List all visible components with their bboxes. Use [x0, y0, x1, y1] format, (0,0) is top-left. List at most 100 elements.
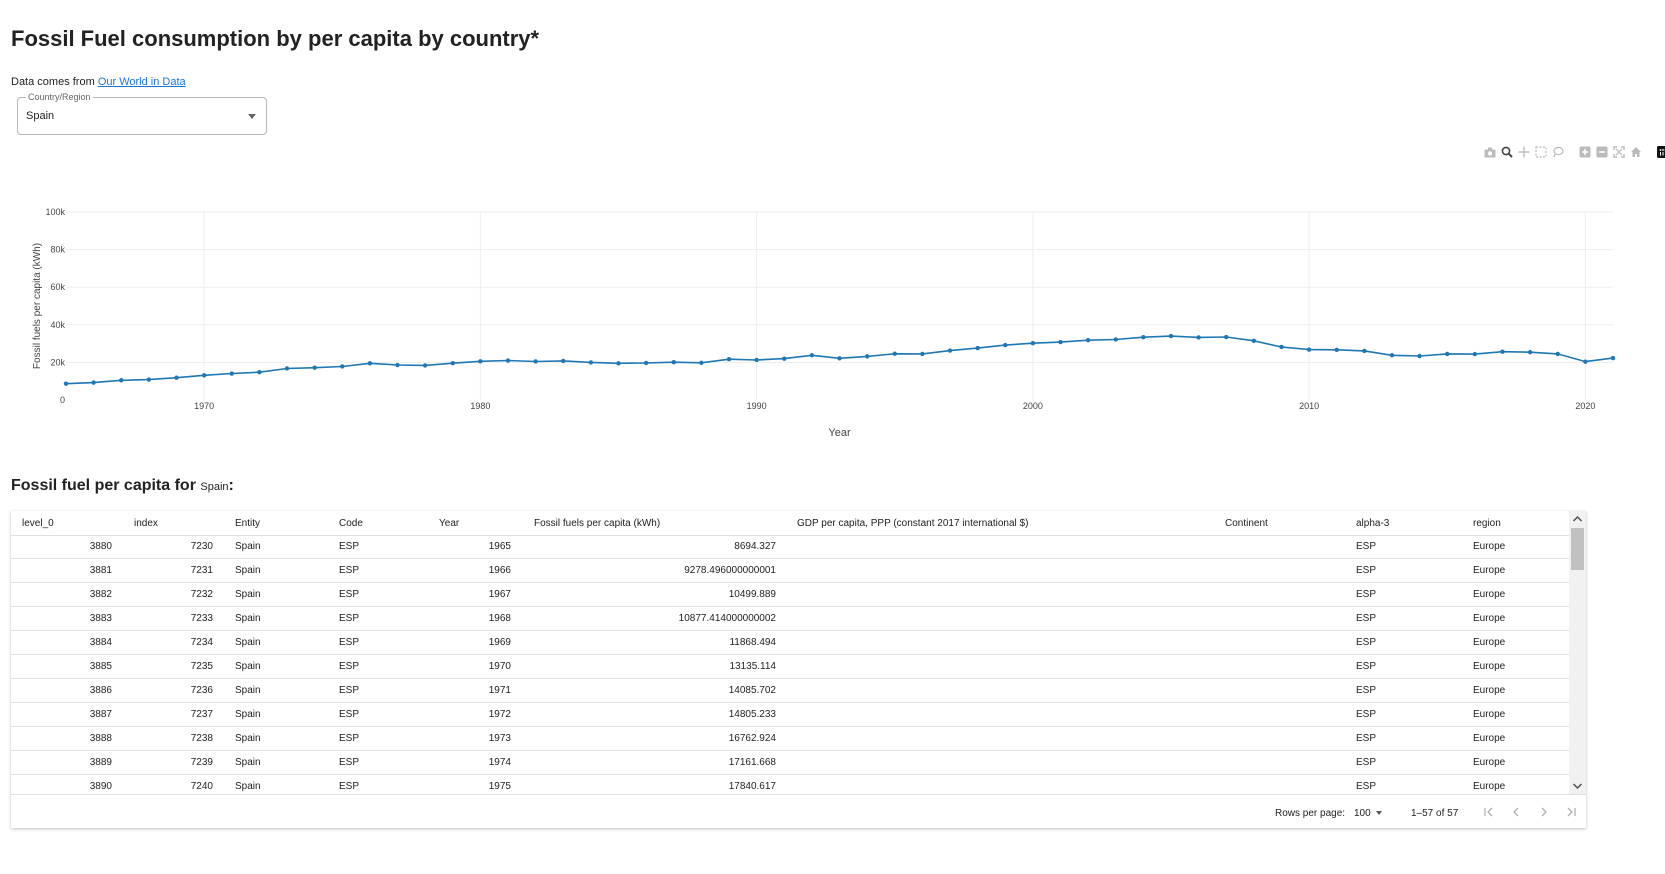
zoom-icon[interactable]: [1500, 146, 1513, 159]
data-point[interactable]: [146, 377, 152, 382]
data-point[interactable]: [1279, 344, 1284, 350]
caret-down-icon[interactable]: [248, 114, 256, 119]
data-point[interactable]: [119, 378, 124, 383]
data-point[interactable]: [947, 348, 953, 353]
table-row[interactable]: 3888 7238 Spain ESP 1973 16762.924 ESP Europe: [11, 727, 1569, 751]
data-point[interactable]: [1334, 347, 1339, 353]
scroll-down-icon[interactable]: [1572, 780, 1583, 792]
table-row[interactable]: 3889 7239 Spain ESP 1974 17161.668 ESP Europe: [11, 751, 1569, 775]
previous-page-icon[interactable]: [1508, 804, 1524, 820]
data-point[interactable]: [699, 360, 704, 365]
data-point[interactable]: [1003, 342, 1008, 348]
autoscale-icon[interactable]: [1612, 146, 1625, 159]
column-header[interactable]: level_0: [22, 518, 54, 529]
data-point[interactable]: [340, 364, 345, 369]
data-point[interactable]: [588, 360, 594, 365]
data-point[interactable]: [671, 360, 676, 365]
data-point[interactable]: [1141, 335, 1146, 340]
data-point[interactable]: [1058, 339, 1063, 345]
table-row[interactable]: 3885 7235 Spain ESP 1970 13135.114 ESP Europe: [11, 655, 1569, 679]
data-point[interactable]: [1417, 353, 1422, 359]
data-point[interactable]: [837, 356, 842, 361]
data-point[interactable]: [174, 375, 179, 380]
column-header[interactable]: index: [134, 518, 158, 529]
data-point[interactable]: [1583, 359, 1588, 364]
data-point[interactable]: [754, 357, 759, 363]
table-row[interactable]: 3880 7230 Spain ESP 1965 8694.327 ESP Europe: [11, 535, 1569, 559]
box-select-icon[interactable]: [1534, 146, 1547, 159]
data-point[interactable]: [450, 360, 455, 366]
caret-down-icon[interactable]: [1375, 811, 1382, 816]
data-point[interactable]: [533, 359, 538, 364]
data-point[interactable]: [1306, 347, 1312, 352]
data-point[interactable]: [616, 361, 621, 366]
column-header[interactable]: Continent: [1225, 518, 1268, 529]
data-point[interactable]: [1472, 351, 1478, 357]
data-point[interactable]: [1527, 350, 1533, 355]
data-point[interactable]: [1168, 333, 1174, 339]
data-point[interactable]: [1224, 334, 1229, 340]
data-point[interactable]: [561, 358, 566, 364]
pan-icon[interactable]: [1517, 146, 1530, 159]
data-point[interactable]: [864, 354, 870, 359]
data-point[interactable]: [478, 359, 483, 364]
country-select[interactable]: Country/Region Spain: [17, 92, 267, 135]
column-header[interactable]: Code: [339, 518, 363, 529]
last-page-icon[interactable]: [1563, 804, 1579, 820]
data-point[interactable]: [367, 361, 373, 366]
data-point[interactable]: [395, 362, 400, 368]
table-row[interactable]: 3883 7233 Spain ESP 1968 10877.414000000002 ES…: [11, 607, 1569, 631]
data-point[interactable]: [892, 351, 897, 356]
data-point[interactable]: [257, 369, 262, 375]
data-point[interactable]: [1610, 355, 1616, 361]
column-header[interactable]: Entity: [235, 518, 261, 529]
data-point[interactable]: [201, 373, 207, 378]
column-header[interactable]: Fossil fuels per capita (kWh): [534, 518, 661, 529]
zoom-out-icon[interactable]: [1595, 146, 1608, 159]
data-point[interactable]: [284, 366, 290, 371]
table-row[interactable]: 3887 7237 Spain ESP 1972 14805.233 ESP Europe: [11, 703, 1569, 727]
data-point[interactable]: [809, 353, 815, 358]
data-point[interactable]: [1555, 351, 1560, 357]
column-header[interactable]: Year: [439, 518, 460, 529]
reset-axes-icon[interactable]: [1629, 146, 1642, 159]
data-point[interactable]: [229, 371, 234, 376]
table-row[interactable]: 3881 7231 Spain ESP 1966 9278.496000000001 ESP…: [11, 559, 1569, 583]
data-point[interactable]: [1389, 353, 1395, 358]
table-row[interactable]: 3886 7236 Spain ESP 1971 14085.702 ESP Europe: [11, 679, 1569, 703]
data-point[interactable]: [975, 345, 980, 351]
plotly-logo-icon[interactable]: [1656, 146, 1665, 159]
table-row[interactable]: 3882 7232 Spain ESP 1967 10499.889 ESP Europe: [11, 583, 1569, 607]
column-header[interactable]: alpha-3: [1356, 518, 1390, 529]
data-point[interactable]: [63, 381, 69, 386]
data-point[interactable]: [1445, 351, 1450, 357]
data-point[interactable]: [1500, 349, 1505, 354]
column-header[interactable]: GDP per capita, PPP (constant 2017 inter…: [797, 518, 1029, 529]
grid-vertical-scrollbar[interactable]: [1569, 511, 1586, 794]
rows-per-page-select[interactable]: 100: [1354, 808, 1382, 819]
table-row[interactable]: 3884 7234 Spain ESP 1969 11868.494 ESP Europe: [11, 631, 1569, 655]
data-point[interactable]: [1196, 335, 1201, 340]
data-point[interactable]: [422, 363, 428, 368]
data-point[interactable]: [312, 365, 317, 370]
lasso-icon[interactable]: [1551, 146, 1564, 159]
data-point[interactable]: [505, 358, 511, 363]
data-point[interactable]: [1113, 337, 1118, 342]
first-page-icon[interactable]: [1481, 804, 1497, 820]
source-link[interactable]: Our World in Data: [97, 76, 186, 88]
table-row[interactable]: 3890 7240 Spain ESP 1975 17840.617 ESP Europe: [11, 775, 1569, 794]
scrollbar-thumb[interactable]: [1571, 528, 1584, 570]
data-point[interactable]: [1251, 338, 1257, 343]
data-point[interactable]: [782, 356, 787, 361]
data-point[interactable]: [1085, 338, 1091, 343]
scroll-up-icon[interactable]: [1572, 513, 1583, 525]
data-point[interactable]: [91, 380, 96, 385]
next-page-icon[interactable]: [1536, 804, 1552, 820]
fossil-fuel-line-chart[interactable]: 0 20k 40k 60k 80k 100k 1970 1980 1990 2000 2010 202…: [0, 200, 1665, 440]
camera-icon[interactable]: [1483, 146, 1496, 159]
grid-body[interactable]: 3880 7230 Spain ESP 1965 8694.327 ESP Europe 388…: [11, 535, 1569, 794]
data-point[interactable]: [920, 351, 925, 357]
data-point[interactable]: [1362, 348, 1367, 354]
column-header[interactable]: region: [1473, 518, 1501, 529]
zoom-in-icon[interactable]: [1578, 146, 1591, 159]
